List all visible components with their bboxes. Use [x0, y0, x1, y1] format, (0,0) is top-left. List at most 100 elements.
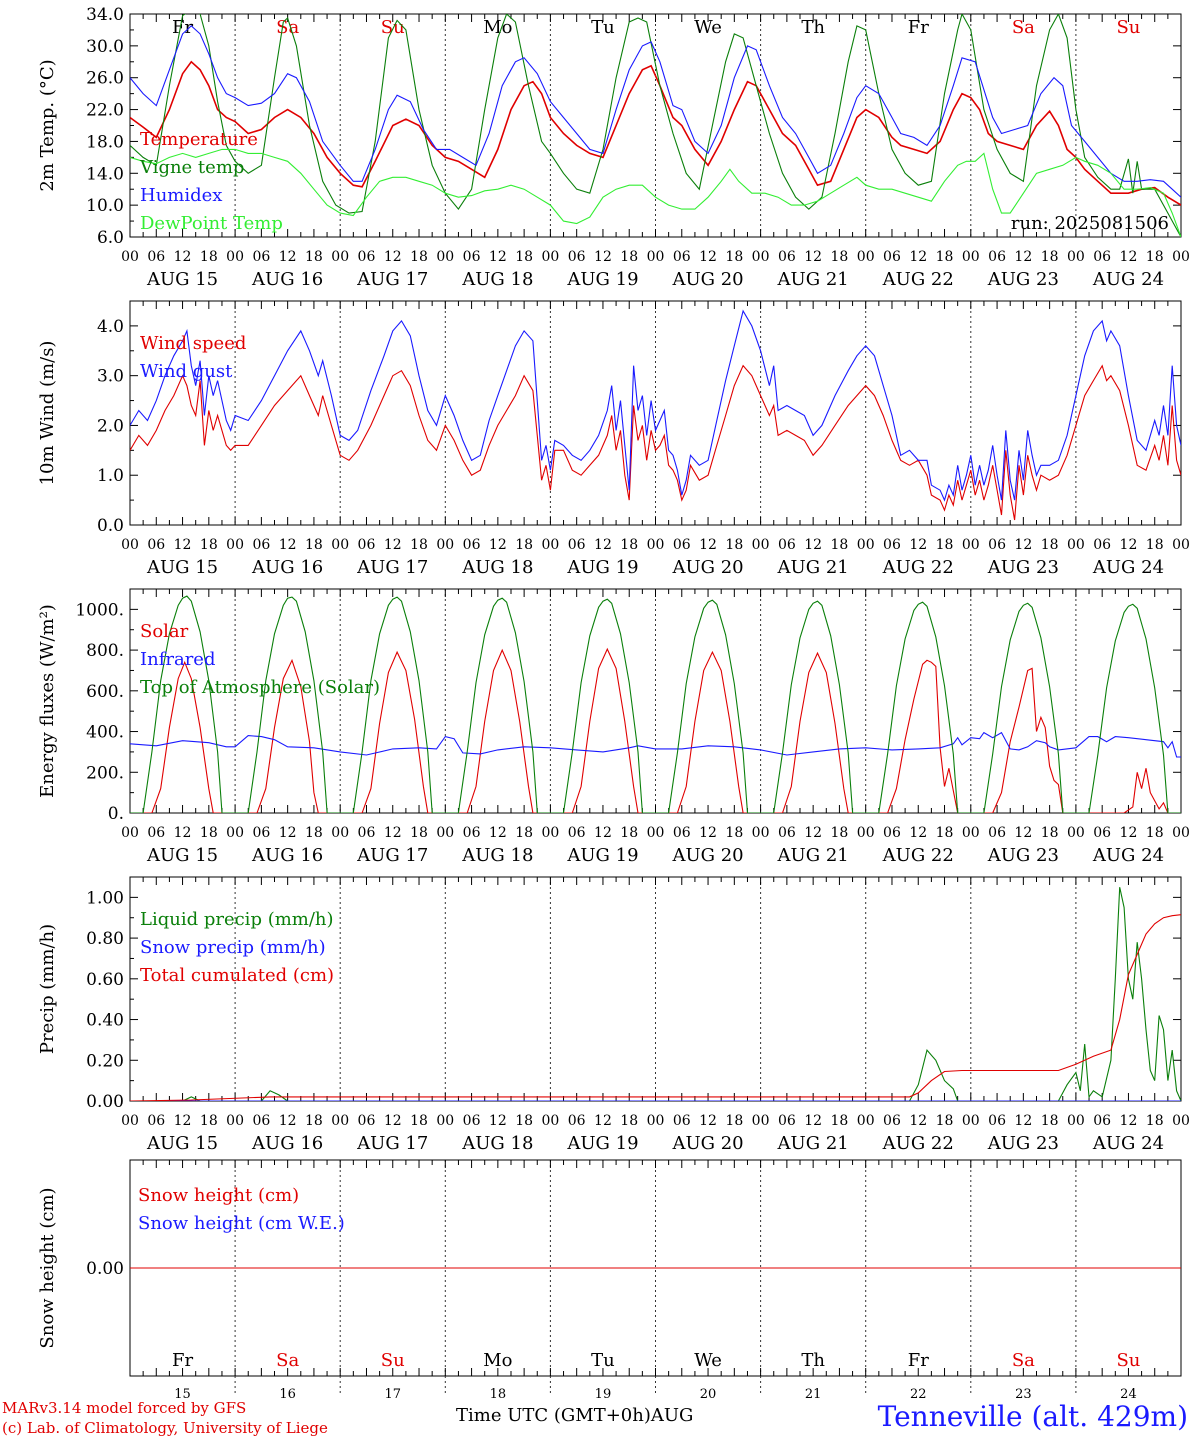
x-hour-label: 00 — [962, 1113, 980, 1129]
x-hour-label: 12 — [594, 537, 612, 553]
x-hour-label: 06 — [358, 249, 376, 265]
x-hour-label: 12 — [804, 1113, 822, 1129]
day-name-label: Mo — [483, 1350, 512, 1371]
model-credit: MARv3.14 model forced by GFS — [2, 1399, 247, 1417]
x-hour-label: 12 — [699, 537, 717, 553]
x-date-label: AUG 16 — [251, 845, 323, 866]
x-hour-label: 12 — [1014, 249, 1032, 265]
legend-entry: Top of Atmosphere (Solar) — [140, 677, 380, 698]
x-hour-label: 00 — [857, 249, 875, 265]
y-tick-label: 0.20 — [86, 1051, 124, 1071]
x-hour-label: 18 — [200, 1113, 218, 1129]
x-hour-label: 18 — [1041, 537, 1059, 553]
x-hour-label: 18 — [1041, 825, 1059, 841]
x-hour-label: 12 — [1014, 1113, 1032, 1129]
y-tick-label: 1.00 — [86, 888, 124, 908]
x-hour-label: 06 — [778, 1113, 796, 1129]
x-hour-label: 00 — [121, 1113, 139, 1129]
x-date-label: AUG 20 — [671, 1133, 743, 1154]
legend-entry: Snow height (cm W.E.) — [138, 1213, 345, 1234]
x-date-label: AUG 24 — [1092, 1133, 1164, 1154]
x-hour-label: 06 — [252, 537, 270, 553]
x-date-label: AUG 17 — [356, 269, 428, 290]
x-hour-label: 12 — [1120, 1113, 1138, 1129]
y-tick-label: 600. — [86, 682, 124, 702]
series-line — [130, 914, 1181, 1101]
x-hour-label: 18 — [1041, 1113, 1059, 1129]
x-hour-label: 06 — [883, 1113, 901, 1129]
x-date-label: AUG 20 — [671, 269, 743, 290]
x-date-label: AUG 23 — [987, 557, 1059, 578]
y-tick-label: 4.0 — [97, 317, 124, 337]
x-hour-label: 00 — [962, 825, 980, 841]
x-hour-label: 00 — [647, 825, 665, 841]
day-name-label: Sa — [276, 1350, 299, 1371]
series-line — [130, 364, 1181, 521]
x-date-label: AUG 15 — [146, 269, 218, 290]
x-hour-label: 06 — [147, 249, 165, 265]
x-hour-label: 18 — [515, 537, 533, 553]
x-hour-label: 12 — [174, 249, 192, 265]
x-date-label: AUG 15 — [146, 557, 218, 578]
day-name-label: Sa — [1012, 17, 1035, 38]
x-date-label: AUG 17 — [356, 845, 428, 866]
x-hour-label: 18 — [305, 249, 323, 265]
x-hour-label: 12 — [909, 1113, 927, 1129]
x-hour-label: 12 — [489, 825, 507, 841]
legend-entry: Solar — [140, 621, 189, 642]
day-number-label: 17 — [384, 1387, 401, 1402]
legend-entry: Liquid precip (mm/h) — [140, 909, 334, 930]
x-hour-label: 18 — [305, 1113, 323, 1129]
x-hour-label: 00 — [436, 537, 454, 553]
x-hour-label: 00 — [962, 249, 980, 265]
x-hour-label: 12 — [384, 537, 402, 553]
x-hour-label: 12 — [1014, 825, 1032, 841]
x-hour-label: 00 — [752, 537, 770, 553]
x-hour-label: 00 — [1067, 825, 1085, 841]
x-hour-label: 12 — [594, 1113, 612, 1129]
x-hour-label: 18 — [410, 825, 428, 841]
x-hour-label: 18 — [831, 249, 849, 265]
x-hour-label: 12 — [699, 1113, 717, 1129]
x-hour-label: 12 — [489, 537, 507, 553]
x-hour-label: 06 — [883, 825, 901, 841]
y-tick-label: 400. — [86, 723, 124, 743]
x-hour-label: 00 — [1172, 249, 1190, 265]
x-date-label: AUG 19 — [566, 1133, 638, 1154]
day-name-label: We — [694, 17, 722, 38]
day-name-label: Su — [381, 1350, 405, 1371]
y-tick-label: 3.0 — [97, 367, 124, 387]
x-date-label: AUG 17 — [356, 557, 428, 578]
x-date-label: AUG 23 — [987, 269, 1059, 290]
x-hour-label: 18 — [1146, 1113, 1164, 1129]
x-hour-label: 12 — [804, 249, 822, 265]
day-name-label: Mo — [483, 17, 512, 38]
x-hour-label: 12 — [1120, 249, 1138, 265]
x-date-label: AUG 24 — [1092, 269, 1164, 290]
x-hour-label: 12 — [384, 1113, 402, 1129]
x-hour-label: 18 — [515, 825, 533, 841]
x-hour-label: 06 — [252, 1113, 270, 1129]
x-date-label: AUG 21 — [777, 1133, 849, 1154]
x-hour-label: 06 — [358, 825, 376, 841]
run-annotation: run: 2025081506 — [1011, 213, 1169, 234]
x-hour-label: 18 — [200, 537, 218, 553]
x-hour-label: 00 — [541, 537, 559, 553]
lab-credit: (c) Lab. of Climatology, University of L… — [2, 1419, 328, 1437]
day-number-label: 16 — [279, 1387, 296, 1402]
y-tick-label: 0.40 — [86, 1011, 124, 1031]
y-tick-label: 800. — [86, 641, 124, 661]
day-name-label: Fr — [908, 17, 929, 38]
x-hour-label: 06 — [988, 1113, 1006, 1129]
x-hour-label: 06 — [463, 537, 481, 553]
y-tick-label: 1.0 — [97, 466, 124, 486]
x-date-label: AUG 21 — [777, 845, 849, 866]
x-hour-label: 06 — [1093, 249, 1111, 265]
x-date-label: AUG 16 — [251, 269, 323, 290]
x-hour-label: 12 — [174, 1113, 192, 1129]
y-tick-label: 22.0 — [86, 101, 124, 121]
x-date-label: AUG 21 — [777, 269, 849, 290]
x-hour-label: 06 — [568, 1113, 586, 1129]
x-hour-label: 06 — [568, 825, 586, 841]
x-hour-label: 18 — [410, 249, 428, 265]
